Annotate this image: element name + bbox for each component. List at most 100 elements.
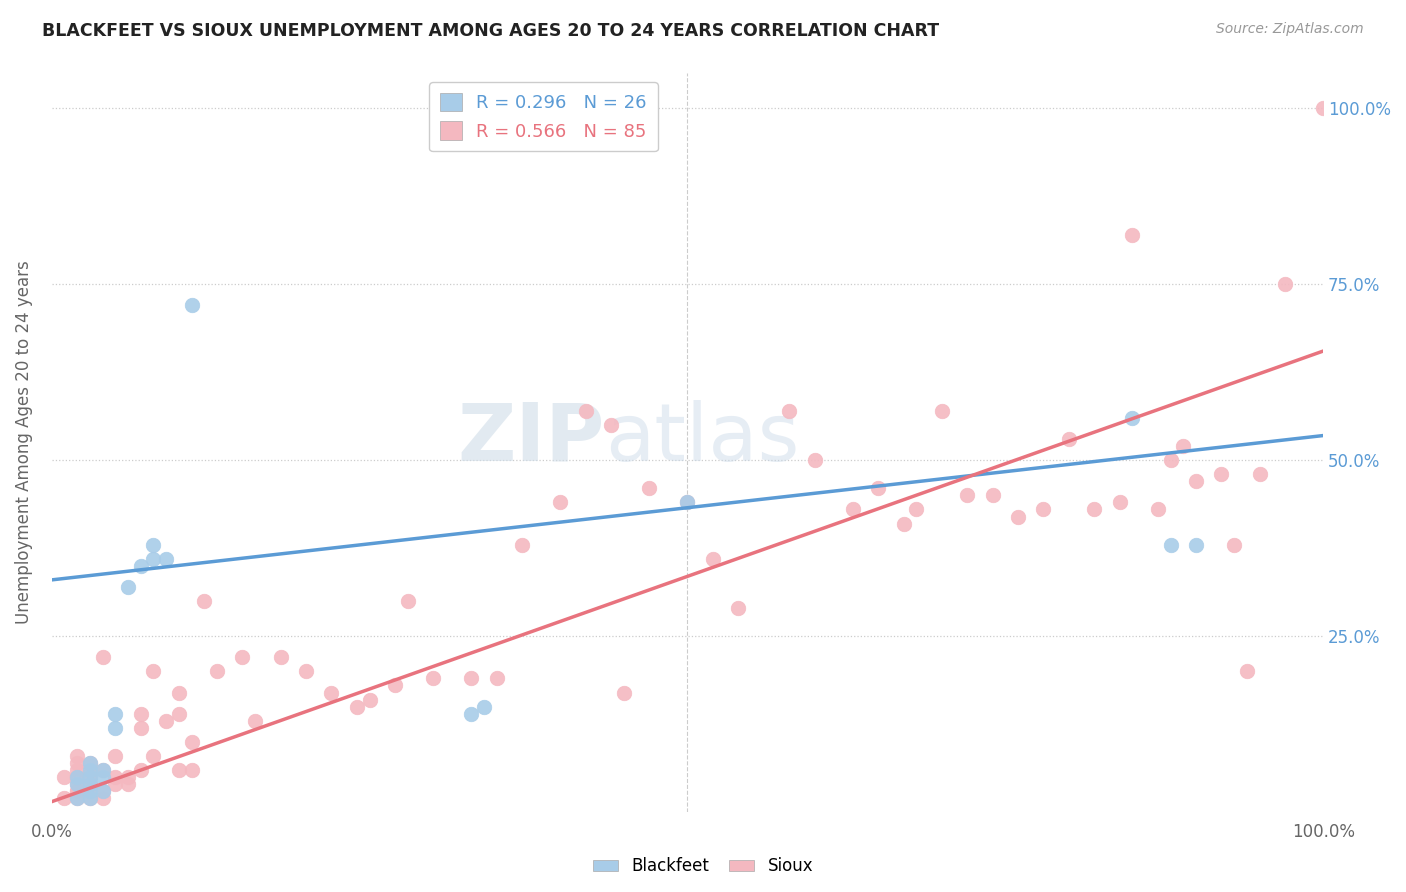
Point bbox=[575, 404, 598, 418]
Point bbox=[676, 495, 699, 509]
Text: atlas: atlas bbox=[605, 400, 799, 478]
Point bbox=[79, 756, 101, 770]
Point bbox=[510, 538, 533, 552]
Point bbox=[472, 699, 495, 714]
Point bbox=[91, 791, 114, 805]
Point bbox=[79, 770, 101, 784]
Point bbox=[1007, 509, 1029, 524]
Point bbox=[550, 495, 572, 509]
Point bbox=[868, 481, 890, 495]
Point bbox=[905, 502, 928, 516]
Point bbox=[1121, 227, 1143, 242]
Point bbox=[1108, 495, 1130, 509]
Point bbox=[167, 763, 190, 777]
Legend: Blackfeet, Sioux: Blackfeet, Sioux bbox=[586, 851, 820, 882]
Point bbox=[142, 538, 165, 552]
Legend: R = 0.296   N = 26, R = 0.566   N = 85: R = 0.296 N = 26, R = 0.566 N = 85 bbox=[429, 82, 658, 152]
Point bbox=[460, 672, 482, 686]
Point bbox=[79, 784, 101, 798]
Point bbox=[1083, 502, 1105, 516]
Point bbox=[91, 763, 114, 777]
Point bbox=[1173, 439, 1195, 453]
Point bbox=[155, 551, 177, 566]
Point bbox=[956, 488, 979, 502]
Point bbox=[270, 650, 292, 665]
Point bbox=[91, 763, 114, 777]
Point bbox=[180, 735, 202, 749]
Point bbox=[1236, 665, 1258, 679]
Point bbox=[931, 404, 953, 418]
Point bbox=[79, 777, 101, 791]
Point bbox=[167, 706, 190, 721]
Point bbox=[53, 791, 76, 805]
Point bbox=[66, 784, 89, 798]
Point bbox=[91, 650, 114, 665]
Point bbox=[1185, 475, 1208, 489]
Point bbox=[91, 770, 114, 784]
Point bbox=[91, 784, 114, 798]
Point bbox=[142, 551, 165, 566]
Point bbox=[1249, 467, 1271, 482]
Point bbox=[803, 453, 825, 467]
Text: BLACKFEET VS SIOUX UNEMPLOYMENT AMONG AGES 20 TO 24 YEARS CORRELATION CHART: BLACKFEET VS SIOUX UNEMPLOYMENT AMONG AG… bbox=[42, 22, 939, 40]
Point bbox=[129, 558, 152, 573]
Point bbox=[485, 672, 508, 686]
Point bbox=[129, 721, 152, 735]
Point bbox=[66, 770, 89, 784]
Point bbox=[79, 763, 101, 777]
Point bbox=[193, 594, 215, 608]
Point bbox=[1057, 432, 1080, 446]
Point bbox=[66, 784, 89, 798]
Point bbox=[702, 551, 724, 566]
Point bbox=[66, 756, 89, 770]
Point bbox=[613, 685, 636, 699]
Point bbox=[167, 685, 190, 699]
Y-axis label: Unemployment Among Ages 20 to 24 years: Unemployment Among Ages 20 to 24 years bbox=[15, 260, 32, 624]
Point bbox=[142, 748, 165, 763]
Point bbox=[727, 601, 749, 615]
Point bbox=[231, 650, 253, 665]
Point bbox=[66, 791, 89, 805]
Point bbox=[205, 665, 228, 679]
Point bbox=[79, 791, 101, 805]
Point bbox=[117, 770, 139, 784]
Point bbox=[104, 770, 127, 784]
Point bbox=[396, 594, 419, 608]
Point bbox=[129, 763, 152, 777]
Point bbox=[66, 770, 89, 784]
Point bbox=[180, 298, 202, 312]
Point bbox=[1185, 538, 1208, 552]
Point bbox=[66, 770, 89, 784]
Point bbox=[79, 791, 101, 805]
Point bbox=[104, 721, 127, 735]
Point bbox=[981, 488, 1004, 502]
Point bbox=[600, 417, 623, 432]
Point bbox=[1032, 502, 1054, 516]
Text: ZIP: ZIP bbox=[457, 400, 605, 478]
Point bbox=[1211, 467, 1233, 482]
Point bbox=[79, 763, 101, 777]
Point bbox=[79, 770, 101, 784]
Point bbox=[180, 763, 202, 777]
Point bbox=[321, 685, 343, 699]
Point bbox=[66, 748, 89, 763]
Point bbox=[1223, 538, 1246, 552]
Point bbox=[1147, 502, 1170, 516]
Point bbox=[346, 699, 368, 714]
Point bbox=[295, 665, 318, 679]
Point bbox=[66, 777, 89, 791]
Point bbox=[1312, 101, 1334, 115]
Point bbox=[66, 777, 89, 791]
Point bbox=[79, 777, 101, 791]
Point bbox=[117, 580, 139, 594]
Point bbox=[638, 481, 661, 495]
Point bbox=[53, 770, 76, 784]
Point bbox=[66, 763, 89, 777]
Point bbox=[460, 706, 482, 721]
Point bbox=[142, 665, 165, 679]
Point bbox=[79, 784, 101, 798]
Point bbox=[384, 678, 406, 692]
Point bbox=[1121, 411, 1143, 425]
Point bbox=[1274, 277, 1296, 292]
Point bbox=[422, 672, 444, 686]
